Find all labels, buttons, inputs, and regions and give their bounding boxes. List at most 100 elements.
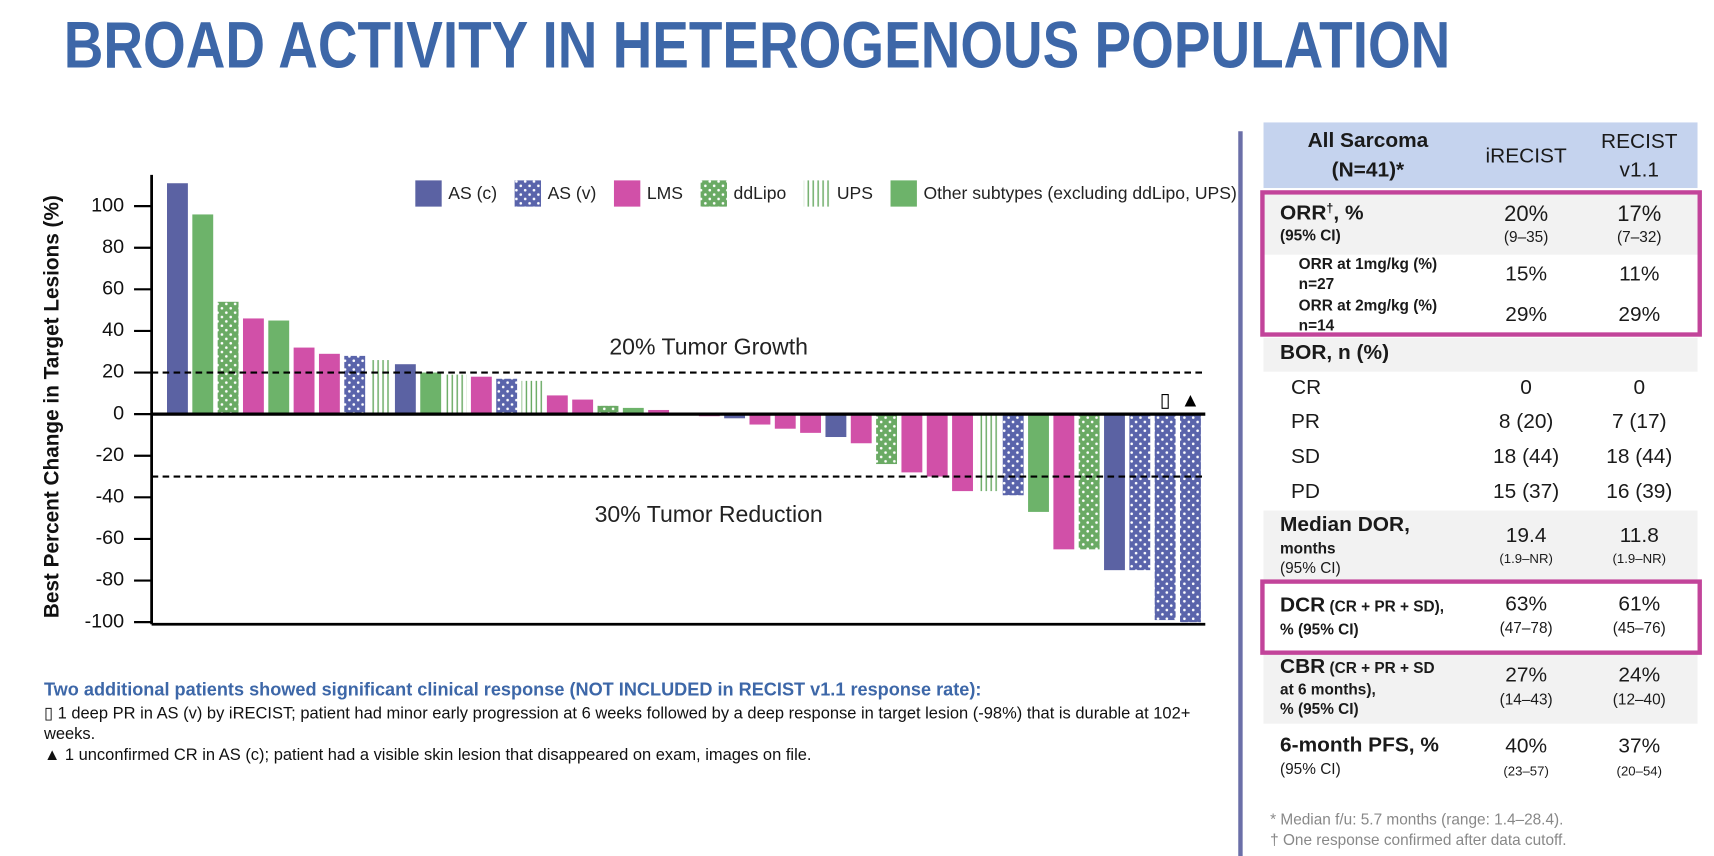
- table-cell: 19.4: [1505, 524, 1547, 548]
- table-cell: (7–32): [1617, 228, 1661, 247]
- cell-text: 61%: [1618, 593, 1661, 617]
- table-cell: PR: [1290, 410, 1321, 435]
- table-cell: 27%: [1505, 664, 1547, 688]
- table-cell: 40%: [1505, 735, 1547, 759]
- table-cell: 24%: [1618, 664, 1661, 688]
- bar: [825, 414, 847, 438]
- cell-text: (95% CI): [1280, 558, 1341, 577]
- table-cell: (47–78): [1500, 619, 1553, 638]
- bar: [167, 183, 188, 415]
- cell-text: at 6 months),: [1280, 680, 1376, 698]
- cell-text: All Sarcoma: [1307, 129, 1429, 153]
- bar: [977, 414, 999, 492]
- slide-title: BROAD ACTIVITY IN HETEROGENOUS POPULATIO…: [64, 8, 1451, 82]
- reference-label: 30% Tumor Reduction: [595, 501, 823, 527]
- notes-heading: Two additional patients showed significa…: [43, 679, 982, 700]
- legend-swatch: [613, 180, 641, 207]
- cell-text: 0: [1633, 376, 1646, 400]
- note-text: 1 deep PR in AS (v) by iRECIST; patient …: [43, 704, 1191, 744]
- table-cell: CBR (CR + PR + SD: [1280, 655, 1435, 680]
- table-cell: (95% CI): [1280, 227, 1341, 246]
- table-cell: (12–40): [1613, 690, 1666, 709]
- cell-text: (20–54): [1616, 763, 1663, 779]
- cell-text: ORR: [1280, 201, 1327, 225]
- cell-text: (1.9–NR): [1499, 551, 1553, 567]
- y-tick-label: 100: [91, 194, 124, 216]
- row-bg: [1263, 653, 1698, 724]
- footnotes: * Median f/u: 5.7 months (range: 1.4–28.…: [1270, 809, 1566, 851]
- cell-text: 24%: [1618, 664, 1661, 688]
- y-tick-label: -60: [96, 527, 125, 549]
- table-cell: v1.1: [1619, 159, 1660, 183]
- cell-text: (47–78): [1499, 618, 1553, 637]
- table-cell: 0: [1520, 377, 1532, 401]
- table-cell: 8 (20): [1499, 411, 1554, 435]
- table-cell: 15 (37): [1493, 480, 1560, 505]
- footnote: † One response confirmed after data cuto…: [1270, 830, 1567, 849]
- bar: [217, 301, 239, 415]
- y-tick-label: -80: [96, 569, 125, 591]
- bar: [521, 380, 543, 415]
- cell-text: PR: [1290, 410, 1321, 434]
- legend-label: LMS: [647, 183, 683, 203]
- cell-text: CBR: [1280, 655, 1326, 679]
- table-cell: at 6 months),: [1280, 680, 1376, 699]
- marker: ▲: [1181, 389, 1201, 411]
- cell-text: 19.4: [1505, 524, 1547, 548]
- marker: ▯: [1160, 389, 1171, 411]
- cell-text: PD: [1290, 480, 1321, 504]
- table-cell: 6-month PFS, %: [1280, 734, 1439, 758]
- bar: [1104, 414, 1125, 571]
- table-cell: 18 (44): [1606, 446, 1672, 470]
- table-cell: months: [1280, 539, 1336, 558]
- table-cell: 63%: [1505, 593, 1548, 617]
- table-cell: n=27: [1299, 275, 1335, 294]
- cell-text: n=14: [1298, 316, 1335, 334]
- table-cell: 16 (39): [1606, 480, 1673, 505]
- cell-text: 15 (37): [1493, 480, 1560, 504]
- footnote: * Median f/u: 5.7 months (range: 1.4–28.…: [1270, 810, 1564, 828]
- note-text: 1 unconfirmed CR in AS (c); patient had …: [60, 745, 812, 765]
- table-cell: (95% CI): [1280, 559, 1341, 578]
- legend-swatch: [415, 180, 442, 207]
- y-tick-label: 80: [102, 236, 124, 258]
- notes: Two additional patients showed significa…: [44, 680, 1198, 765]
- y-tick-label: -20: [96, 444, 125, 466]
- table-cell: (1.9–NR): [1613, 549, 1666, 568]
- bar: [344, 355, 366, 415]
- cell-text: (7–32): [1617, 227, 1662, 246]
- bar: [597, 405, 619, 415]
- table-cell: 20%: [1504, 202, 1548, 226]
- cell-text: CR: [1290, 376, 1322, 400]
- cell-text: 11%: [1619, 262, 1660, 286]
- bar: [318, 353, 340, 415]
- bar: [546, 395, 568, 415]
- bar: [1154, 414, 1176, 621]
- bar: [850, 414, 872, 444]
- table-cell: BOR, n (%): [1280, 341, 1390, 366]
- table-cell: 61%: [1618, 593, 1661, 617]
- bar: [1053, 414, 1075, 550]
- cell-text: (95% CI): [1280, 226, 1341, 245]
- table-cell: (95% CI): [1280, 760, 1341, 779]
- cell-text: 29%: [1618, 303, 1661, 327]
- y-tick-label: -100: [85, 610, 125, 632]
- table-cell: All Sarcoma: [1307, 129, 1429, 154]
- table-cell: (14–43): [1500, 690, 1553, 709]
- table-cell: ORR at 2mg/kg (%): [1299, 296, 1437, 315]
- table-cell: (20–54): [1617, 761, 1662, 780]
- cell-text: % (95% CI): [1280, 699, 1359, 718]
- bar: [192, 214, 214, 415]
- cell-text: 63%: [1505, 593, 1548, 617]
- cell-text: 16 (39): [1606, 480, 1673, 504]
- cell-text: (45–76): [1612, 618, 1666, 637]
- cell-text: (1.9–NR): [1612, 551, 1667, 567]
- note-line: ▯ 1 deep PR in AS (v) by iRECIST; patien…: [44, 703, 1198, 745]
- legend-swatch: [514, 180, 542, 207]
- table-cell: 18 (44): [1493, 446, 1559, 470]
- cell-text: 15%: [1505, 262, 1548, 286]
- bar: [1129, 414, 1151, 571]
- cell-text: BOR, n (%): [1280, 341, 1390, 365]
- cell-text: v1.1: [1619, 159, 1660, 183]
